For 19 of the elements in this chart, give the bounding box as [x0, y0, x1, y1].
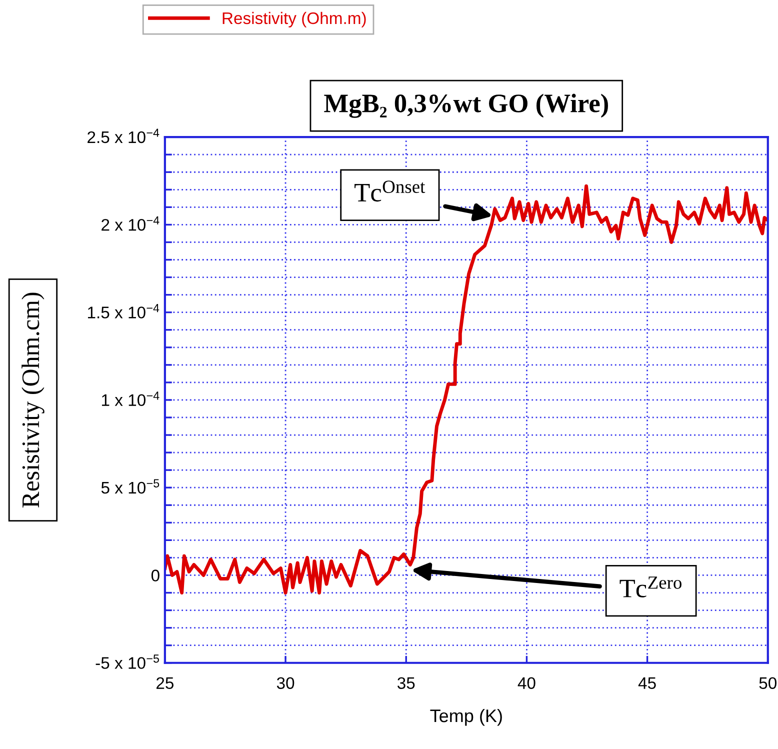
x-tick-label: 40 [518, 677, 536, 689]
x-tick-label: 25 [156, 677, 174, 689]
x-axis-title: Temp (K) [430, 708, 502, 726]
y-tick-label: 5 x 10$^{−5}$ [101, 479, 160, 494]
y-tick-label: 2 x 10$^{−4}$ [102, 216, 160, 231]
y-tick-label: 2.5 x 10$^{−4}$ [88, 128, 160, 144]
legend-label: Resistivity (Ohm.m) [222, 12, 366, 28]
y-tick-label: 1.5 x 10$^{−4}$ [88, 304, 160, 318]
y-tick-label: 0 [151, 570, 160, 582]
chart-title: MgB₂ 0,3%wt GO (Wire) [324, 94, 608, 118]
y-tick-label: -5 x 10$^{−5}$ [96, 654, 159, 669]
x-tick-label: 45 [638, 677, 656, 689]
x-tick-label: 50 [759, 677, 777, 689]
x-tick-label: 30 [276, 677, 294, 689]
annotation: Tc$^{Onset}$ [354, 180, 426, 202]
y-tick-label: 1 x 10$^{−4}$ [102, 392, 160, 406]
y-axis-title: Resistivity (Ohm.cm) [22, 292, 44, 508]
x-tick-label: 35 [397, 677, 415, 689]
annotation: Tc$^{Zero}$ [620, 576, 682, 598]
